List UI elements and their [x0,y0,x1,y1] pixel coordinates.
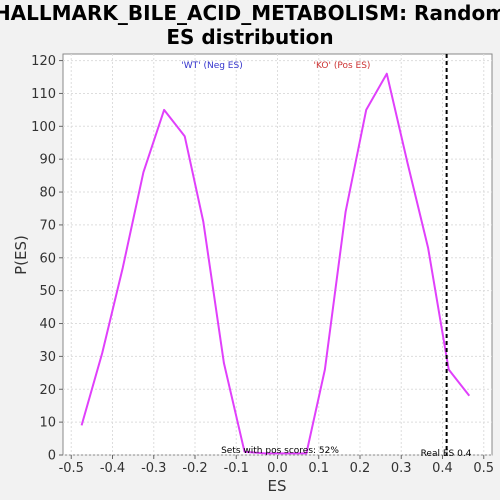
x-tick-label: -0.1 [224,461,249,476]
neg-es-label: 'WT' (Neg ES) [181,61,242,71]
x-axis-label: ES [268,477,287,495]
grid-lines [63,54,492,456]
chart-title-line-1: HALLMARK_BILE_ACID_METABOLISM: Random [0,1,500,25]
y-tick-label: 10 [39,416,56,431]
y-tick-label: 70 [39,218,56,233]
real-es-annotation: Real ES 0.4 [421,449,472,459]
series-group [80,72,471,455]
pos-scores-annotation: Sets with pos scores: 52% [221,446,339,456]
y-axis-ticks: 0 10 20 30 40 50 60 70 80 90 100 110 120 [31,54,63,464]
y-tick-label: 80 [39,186,56,201]
y-tick-label: 50 [39,284,56,299]
x-axis-ticks: -0.5 -0.4 -0.3 -0.2 -0.1 0.0 0.1 0.2 0.3 0.4 0.5 [59,455,494,476]
x-tick-label: 0.3 [391,461,412,476]
x-tick-label: -0.2 [182,461,207,476]
x-tick-label: -0.5 [59,461,84,476]
pos-es-label: 'KO' (Pos ES) [314,61,371,71]
y-tick-label: 0 [48,449,56,464]
x-tick-label: 0.0 [267,461,288,476]
es-distribution-line [80,72,471,455]
x-tick-label: -0.3 [141,461,166,476]
y-tick-label: 60 [39,251,56,266]
y-tick-label: 40 [39,317,56,332]
x-tick-label: 0.5 [473,461,494,476]
chart-title-line-2: ES distribution [166,25,333,49]
x-tick-label: -0.4 [100,461,125,476]
y-tick-label: 90 [39,153,56,168]
y-axis-label: P(ES) [12,235,30,275]
x-tick-label: 0.1 [308,461,329,476]
y-tick-label: 100 [31,120,56,135]
y-tick-label: 30 [39,350,56,365]
x-tick-label: 0.2 [350,461,371,476]
x-tick-label: 0.4 [432,461,453,476]
y-tick-label: 110 [31,87,56,102]
y-tick-label: 120 [31,54,56,69]
y-tick-label: 20 [39,383,56,398]
